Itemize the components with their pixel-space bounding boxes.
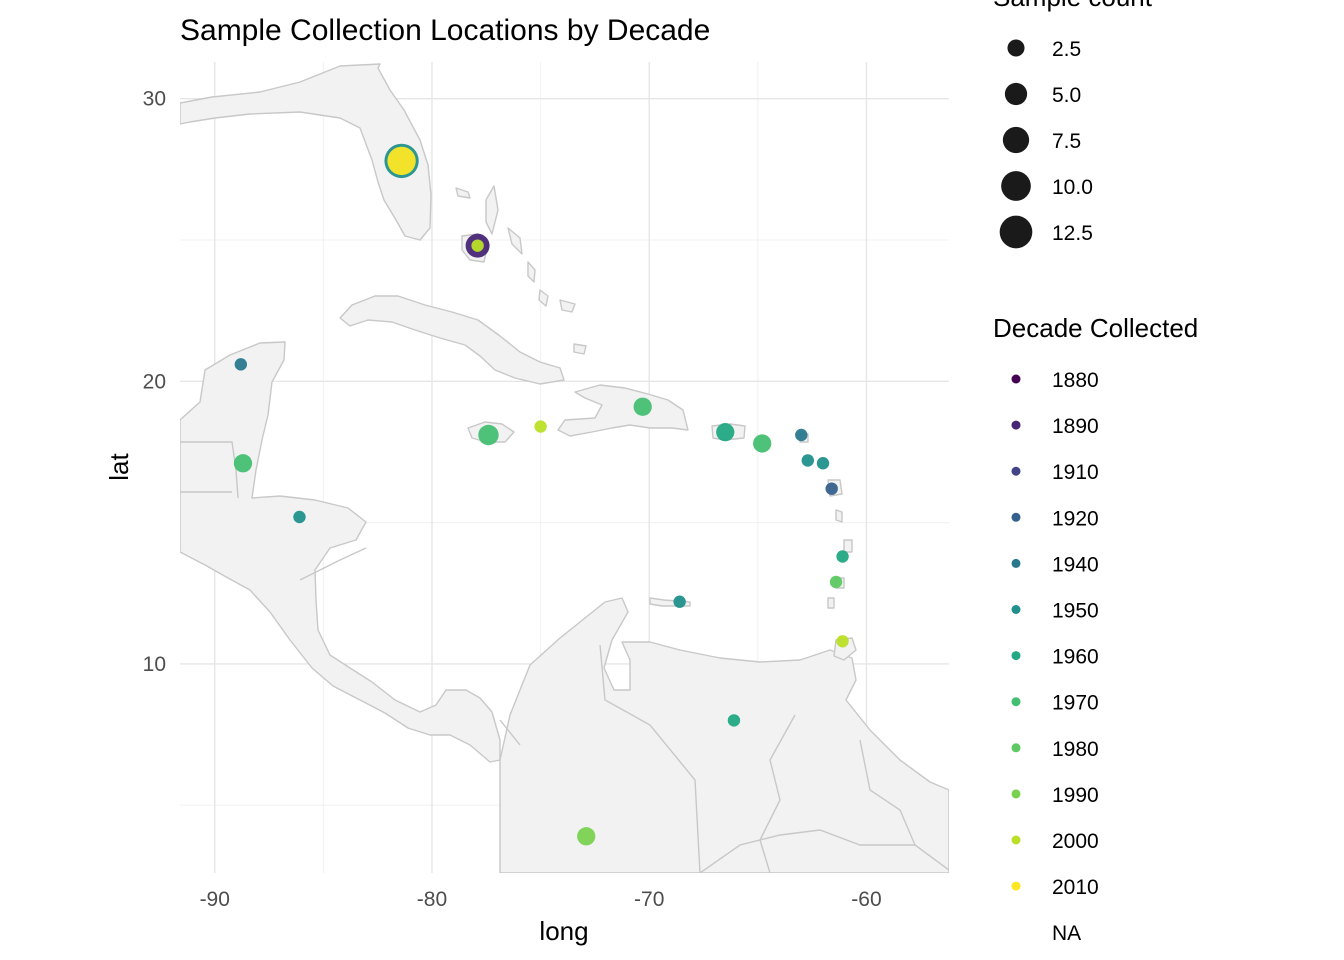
- color-legend-label: 1920: [1052, 507, 1099, 530]
- y-tick-label: 30: [143, 88, 166, 111]
- size-legend-title: Sample count: [993, 0, 1153, 12]
- sample-point-1990: [577, 827, 596, 846]
- sample-point-2010: [387, 146, 416, 176]
- color-legend-label: 2000: [1052, 830, 1099, 853]
- size-legend-key: [999, 215, 1033, 249]
- sample-point-1970: [233, 454, 253, 473]
- sample-point-1970: [478, 424, 499, 446]
- land-south-america: [499, 597, 949, 873]
- border-brazil: [699, 829, 949, 873]
- land-florida-mexico: [180, 63, 432, 241]
- border-venezuela-guyana: [759, 714, 796, 873]
- land-bahamas-6: [538, 289, 549, 307]
- color-legend-key: [1011, 420, 1021, 430]
- color-legend-key: [1011, 466, 1021, 476]
- size-legend-label: 7.5: [1052, 130, 1081, 153]
- basemap-land: [180, 63, 949, 873]
- color-legend-key: [1011, 605, 1021, 614]
- color-legend-label: 1950: [1052, 600, 1099, 623]
- y-axis-ticks: 10 20 30: [143, 88, 166, 676]
- sample-point-1940: [795, 428, 808, 442]
- sample-point-1960: [836, 550, 849, 563]
- x-tick-label: -80: [417, 888, 447, 911]
- border-guyana-suriname: [859, 739, 916, 846]
- land-bahamas-7: [559, 299, 576, 313]
- sample-point-1970: [633, 397, 652, 416]
- size-legend-key: [1002, 126, 1030, 154]
- x-tick-label: -60: [851, 888, 881, 911]
- color-legend-label: NA: [1052, 922, 1081, 945]
- sample-point-2000: [471, 239, 484, 252]
- color-legend-label: 1940: [1052, 553, 1099, 576]
- land-antilles-6: [827, 597, 835, 609]
- border-guatemala-belize: [180, 441, 239, 499]
- x-axis-ticks: -90 -80 -70 -60: [200, 888, 882, 911]
- y-axis-title: lat: [104, 452, 134, 480]
- color-legend-label: 1960: [1052, 646, 1099, 669]
- land-antilles-4: [843, 539, 853, 553]
- sample-point-1950: [673, 595, 686, 608]
- color-legend-key: [1011, 835, 1021, 845]
- size-legend-label: 2.5: [1052, 38, 1081, 61]
- sample-point-2000: [534, 420, 547, 433]
- color-legend-key: [1011, 743, 1021, 753]
- land-yucatan-central-america: [180, 341, 501, 763]
- size-legend-label: 12.5: [1052, 222, 1093, 245]
- sample-point-1960: [716, 423, 735, 442]
- x-tick-label: -70: [634, 888, 664, 911]
- color-legend-label: 1910: [1052, 461, 1099, 484]
- x-axis-title: long: [539, 916, 588, 946]
- size-legend-key: [1001, 171, 1031, 201]
- y-tick-label: 20: [143, 370, 166, 393]
- color-legend-label: 1890: [1052, 415, 1099, 438]
- color-legend-label: 1970: [1052, 692, 1099, 715]
- border-honduras-nicaragua: [299, 547, 367, 581]
- land-hispaniola: [557, 384, 689, 437]
- land-bahamas-3: [507, 227, 523, 255]
- sample-point-1980: [829, 575, 843, 589]
- sample-point-1960: [727, 714, 741, 727]
- color-legend-key: [1011, 374, 1021, 384]
- color-legend-key: [1011, 512, 1021, 522]
- sample-points: [233, 143, 849, 846]
- basemap-borders: [180, 441, 949, 873]
- sample-point-1940: [234, 358, 248, 371]
- color-legend-title: Decade Collected: [993, 313, 1198, 343]
- color-legend-key: [1011, 697, 1021, 707]
- size-legend-key: [1007, 39, 1025, 57]
- border-colombia-venezuela: [599, 644, 701, 873]
- land-bahamas-2: [485, 185, 499, 235]
- y-tick-label: 10: [143, 653, 166, 676]
- color-legend-label: 1990: [1052, 784, 1099, 807]
- color-legend: Decade Collected 1880 1890 1910 1920 1940 195…: [993, 313, 1198, 945]
- size-legend-label: 5.0: [1052, 84, 1081, 107]
- land-bahamas-5: [455, 187, 471, 199]
- color-legend-label: 1980: [1052, 738, 1099, 761]
- plot-title: Sample Collection Locations by Decade: [180, 14, 710, 47]
- sample-point-1920: [825, 482, 838, 495]
- land-bahamas-4: [527, 261, 536, 283]
- size-legend-label: 10.0: [1052, 176, 1093, 199]
- color-legend-key: [1011, 881, 1021, 891]
- land-cuba: [339, 295, 565, 385]
- color-legend-label: 1880: [1052, 369, 1099, 392]
- land-antilles-3: [835, 509, 843, 523]
- color-legend-label: 2010: [1052, 876, 1099, 899]
- sample-point-1950: [293, 510, 306, 524]
- sample-point-1950: [816, 457, 830, 470]
- border-panama-colombia: [499, 719, 521, 746]
- sample-point-2000: [836, 635, 849, 648]
- color-legend-key: [1011, 651, 1021, 661]
- size-legend-key: [1004, 82, 1028, 106]
- sample-point-1970: [753, 434, 772, 453]
- size-legend: Sample count 2.5 5.0 7.5 10.0 12.5: [993, 0, 1153, 249]
- x-tick-label: -90: [200, 888, 230, 911]
- land-bahamas-8: [573, 343, 587, 355]
- color-legend-key: [1011, 558, 1021, 568]
- color-legend-key: [1011, 789, 1021, 799]
- sample-point-1950: [801, 454, 814, 467]
